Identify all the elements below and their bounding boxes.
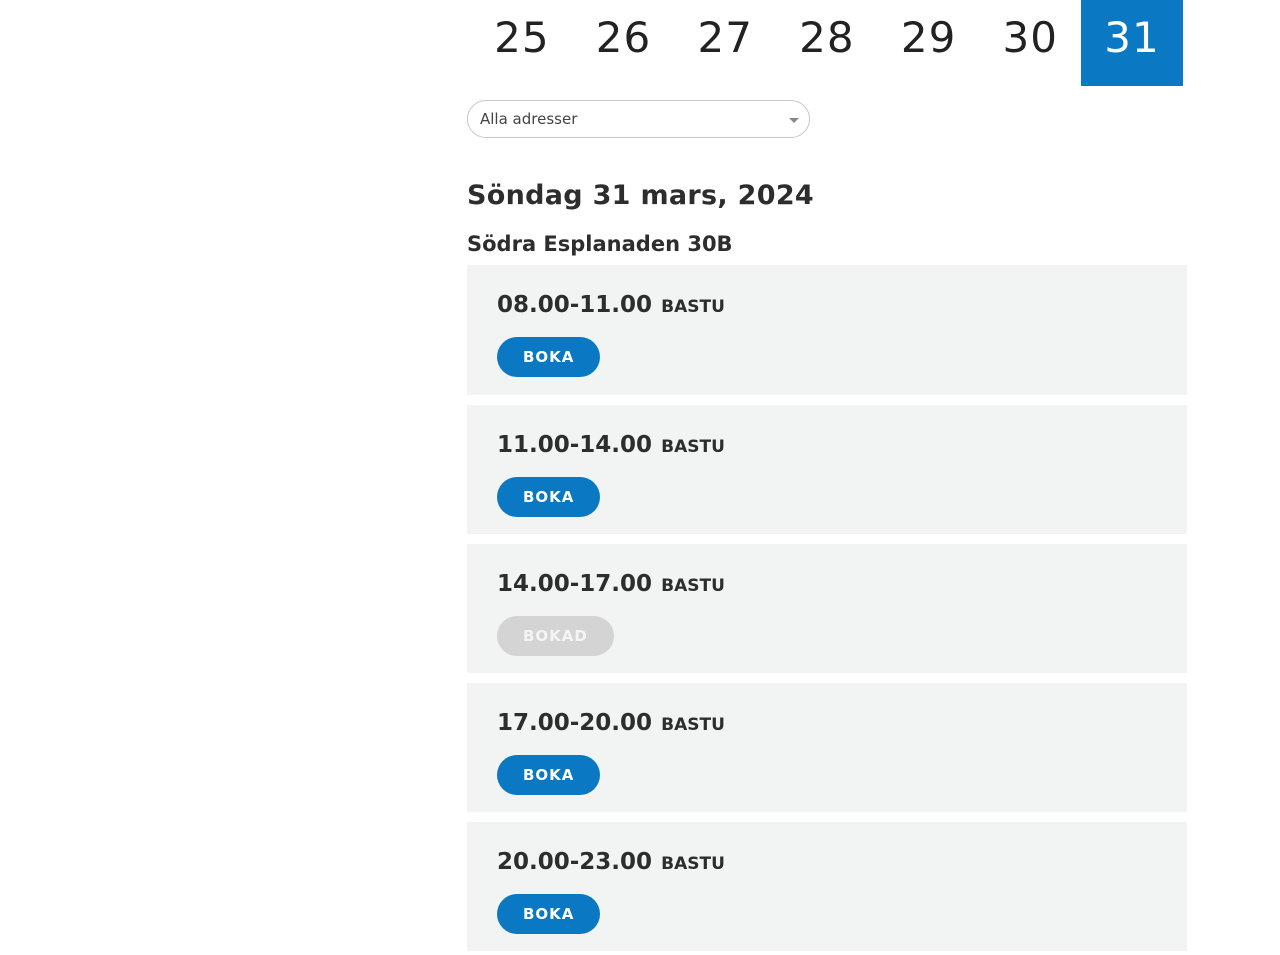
slot-title: 08.00-11.00 BASTU	[497, 292, 725, 318]
booked-button: BOKAD	[497, 616, 614, 656]
slot-card: 14.00-17.00 BASTU BOKAD	[467, 544, 1187, 673]
day-label: 25	[494, 13, 550, 62]
slot-time: 20.00-23.00	[497, 849, 653, 875]
slot-card: 11.00-14.00 BASTU BOKA	[467, 405, 1187, 534]
slot-type: BASTU	[661, 576, 725, 596]
book-button[interactable]: BOKA	[497, 894, 601, 934]
day-27[interactable]: 27	[674, 0, 776, 86]
book-button[interactable]: BOKA	[497, 337, 601, 377]
day-label: 26	[595, 13, 652, 62]
address-heading: Södra Esplanaden 30B	[467, 232, 733, 256]
day-label: 30	[1002, 13, 1058, 62]
day-29[interactable]: 29	[878, 0, 980, 86]
day-26[interactable]: 26	[573, 0, 675, 86]
book-button[interactable]: BOKA	[497, 755, 601, 795]
address-select[interactable]: Alla adresser	[467, 100, 810, 138]
slot-time: 11.00-14.00	[497, 432, 653, 458]
slot-time: 08.00-11.00	[497, 292, 653, 318]
day-label: 31	[1104, 13, 1160, 62]
slot-list: 08.00-11.00 BASTU BOKA 11.00-14.00 BASTU…	[467, 265, 1187, 955]
slot-type: BASTU	[661, 437, 725, 457]
date-heading: Söndag 31 mars, 2024	[467, 180, 815, 211]
slot-time: 17.00-20.00	[497, 710, 653, 736]
day-picker: 25 26 27 28 29 30 31	[471, 0, 1183, 86]
day-label: 29	[900, 13, 957, 62]
day-30[interactable]: 30	[979, 0, 1081, 86]
slot-title: 17.00-20.00 BASTU	[497, 710, 725, 736]
slot-title: 20.00-23.00 BASTU	[497, 849, 725, 875]
slot-card: 20.00-23.00 BASTU BOKA	[467, 822, 1187, 951]
day-28[interactable]: 28	[776, 0, 878, 86]
slot-type: BASTU	[661, 854, 725, 874]
slot-time: 14.00-17.00	[497, 571, 653, 597]
slot-title: 14.00-17.00 BASTU	[497, 571, 725, 597]
slot-type: BASTU	[661, 715, 725, 735]
day-label: 28	[799, 13, 855, 62]
address-select-value: Alla adresser	[480, 110, 578, 128]
book-button[interactable]: BOKA	[497, 477, 601, 517]
chevron-down-icon	[789, 118, 799, 123]
day-31-selected[interactable]: 31	[1081, 0, 1183, 86]
slot-card: 08.00-11.00 BASTU BOKA	[467, 265, 1187, 395]
day-label: 27	[697, 13, 753, 62]
day-25[interactable]: 25	[471, 0, 573, 86]
slot-type: BASTU	[661, 297, 725, 317]
slot-title: 11.00-14.00 BASTU	[497, 432, 725, 458]
slot-card: 17.00-20.00 BASTU BOKA	[467, 683, 1187, 812]
